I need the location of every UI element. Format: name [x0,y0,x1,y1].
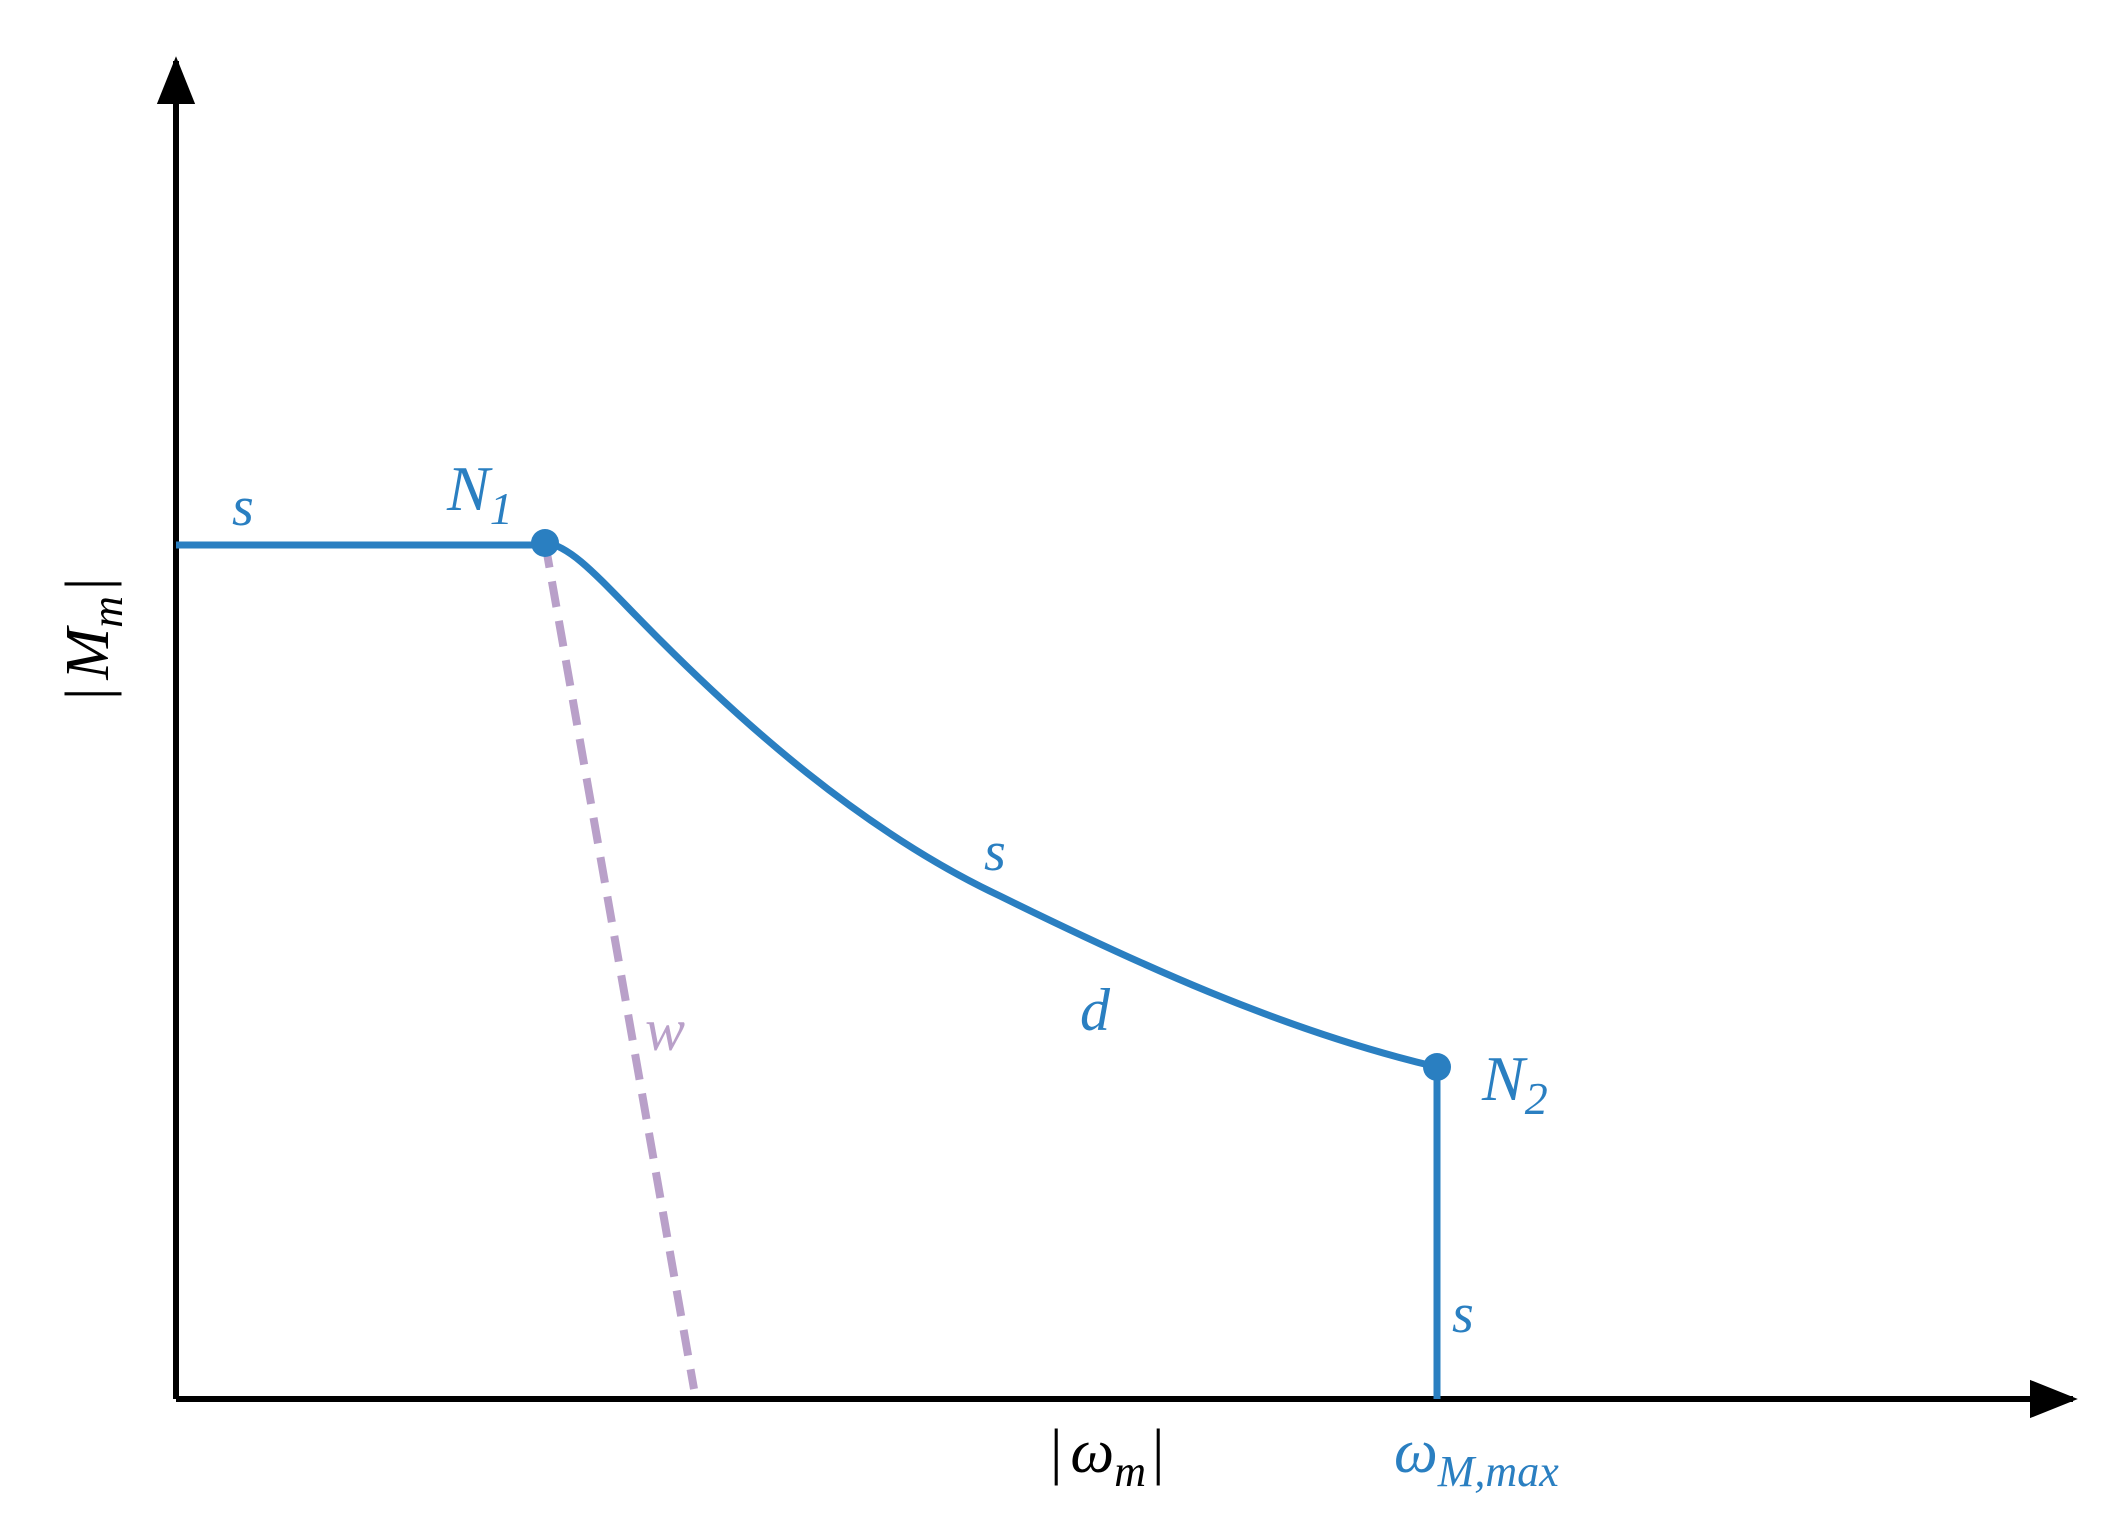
node-n1 [531,529,559,557]
segment-label: s [1452,1283,1474,1345]
w-line [541,541,698,1390]
segment-label: w [645,997,685,1063]
node-n2 [1423,1053,1451,1081]
segment-label: d [1080,977,1111,1043]
curve-segment [544,538,1438,1071]
x-axis-label: | ωm| [1050,1418,1164,1496]
node-label: N2 [1481,1043,1548,1124]
node-label: N1 [446,453,513,534]
segment-label: s [232,476,254,538]
y-axis-label: |Mm| [54,578,132,700]
segment-label: s [984,821,1006,883]
x-mark-label: ωM,max [1394,1418,1559,1496]
